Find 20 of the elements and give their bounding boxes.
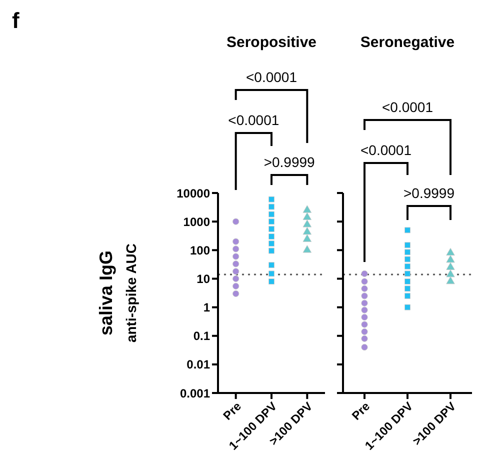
text: <0.0001 [228,112,280,128]
y-tick-label: 0.001 [180,386,210,400]
text: f [12,8,20,33]
text: <0.0001 [360,142,412,158]
chart-title: Seropositive [225,34,318,51]
y-tick-label: 10000 [176,186,210,200]
y-axis-title: saliva IgG anti-spike AUC [96,243,139,343]
text: >0.9999 [264,154,316,170]
chart-title: Seronegative [359,34,456,51]
x-tick-label: Pre [220,399,244,423]
x-tick-label: Pre [349,399,373,423]
y-tick-label: 0.01 [186,358,210,372]
y-tick-label: 1000 [183,214,210,229]
text: <0.0001 [246,69,298,85]
annotation: >0.9999 [404,185,455,201]
y-tick-label: 1 [203,300,210,315]
y-tick-label: 0.1 [193,329,210,344]
y-tick-label: 100 [190,243,210,258]
text: <0.0001 [382,99,434,115]
y-tick-label: 10 [196,272,210,286]
